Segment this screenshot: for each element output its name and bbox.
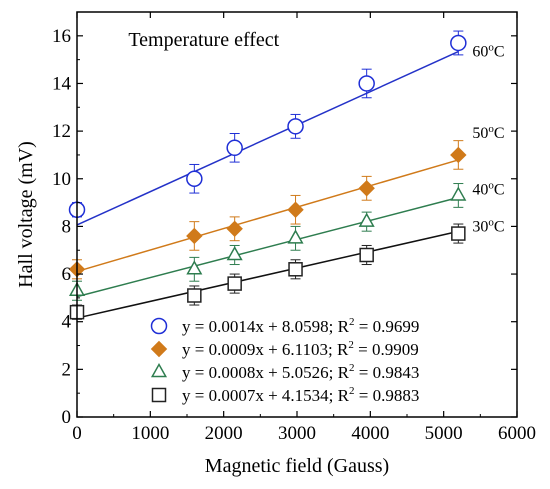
fit-line-30 [76,230,459,319]
legend-entry-50: y = 0.0009x + 6.1103; R2 = 0.9909 [182,339,419,359]
data-point-60 [186,170,203,188]
x-tick-label: 0 [72,423,82,444]
series-label-40: 40oC [472,180,504,199]
data-point-50 [358,180,375,197]
data-point-30 [288,262,303,277]
y-tick-label: 14 [52,73,72,94]
y-tick-label: 4 [62,312,72,333]
series-label-60: 60oC [472,42,504,61]
legend-entry-40: y = 0.0008x + 5.0526; R2 = 0.9843 [182,362,419,382]
data-point-40 [186,260,203,275]
data-point-40 [226,245,243,261]
legend-marker-50 [150,340,168,358]
data-markers [68,34,467,320]
data-point-40 [287,229,304,244]
data-point-30 [227,276,242,291]
x-axis-title: Magnetic field (Gauss) [205,455,389,477]
fit-line-40 [76,196,459,298]
x-tick-label: 6000 [498,423,536,444]
y-tick-label: 0 [62,407,72,428]
x-tick-label: 2000 [205,423,243,444]
series-label-50: 50oC [472,123,504,142]
chart-title: Temperature effect [128,29,279,51]
data-point-60 [226,139,243,157]
fit-lines [76,50,459,319]
legend-entry-30: y = 0.0007x + 4.1534; R2 = 0.9883 [182,385,419,405]
legend-marker-40 [150,362,168,378]
y-axis-title: Hall voltage (mV) [15,141,37,288]
y-tick-label: 16 [52,26,71,47]
data-point-50 [226,220,243,238]
y-tick-label: 8 [62,216,72,237]
x-tick-label: 3000 [278,423,316,444]
data-point-40 [358,212,375,227]
y-tick-label: 6 [62,264,72,285]
series-labels: 60oC 50oC 40oC 30oC [472,42,504,236]
data-point-30 [359,247,374,263]
data-point-60 [287,118,304,135]
legend-marker-60 [150,317,168,335]
fit-line-60 [76,50,459,226]
fit-line-50 [76,159,459,273]
data-point-40 [450,186,467,201]
legend-entry-60: y = 0.0014x + 8.0598; R2 = 0.9699 [182,316,419,336]
data-point-60 [358,75,375,92]
series-label-30: 30oC [472,216,504,235]
legend-marker-30 [151,387,167,403]
axis-ticks: 0 1000 2000 3000 4000 5000 6000 0 2 4 6 8 10 12 14 16 [52,12,536,444]
data-point-30 [187,288,202,303]
data-point-50 [450,146,467,164]
x-tick-label: 4000 [351,423,389,444]
data-point-30 [451,226,466,241]
data-point-50 [186,227,203,245]
x-tick-label: 5000 [425,423,463,444]
y-tick-label: 2 [62,359,72,380]
legend: y = 0.0014x + 8.0598; R2 = 0.9699 y = 0.0… [150,316,419,405]
x-tick-label: 1000 [131,423,169,444]
y-tick-label: 12 [52,121,71,142]
data-point-60 [450,34,467,52]
data-point-50 [287,201,304,218]
y-tick-label: 10 [52,169,71,190]
